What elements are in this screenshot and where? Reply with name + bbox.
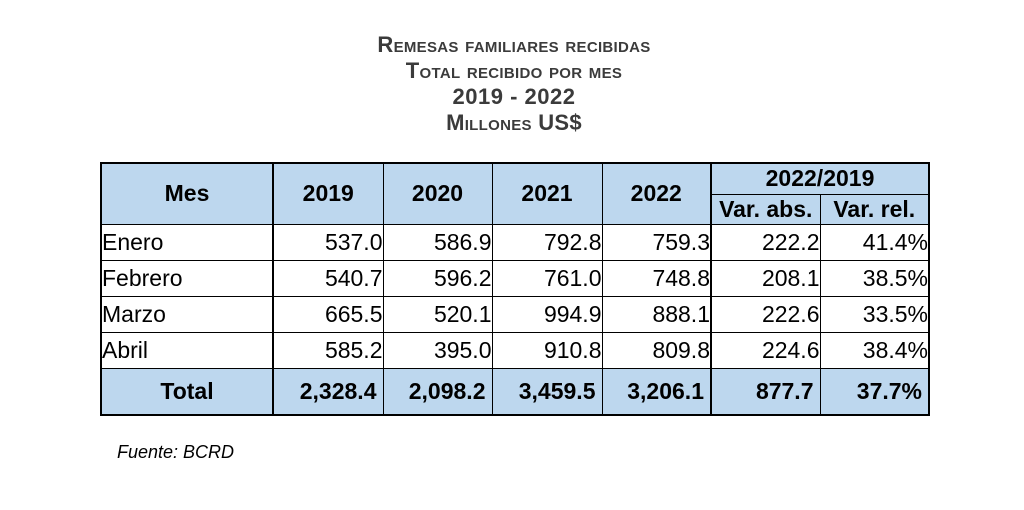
col-header-2020: 2020 — [382, 162, 493, 225]
value-cell: 540.7 — [272, 259, 384, 297]
remittances-table: Mes 2019 2020 2021 2022 2022/2019 Var. a… — [100, 162, 931, 416]
total-var-abs-cell: 877.7 — [710, 367, 821, 416]
month-cell: Marzo — [100, 295, 274, 333]
total-value-cell: 2,098.2 — [382, 367, 493, 416]
value-cell: 395.0 — [382, 331, 493, 369]
total-value-cell: 3,206.1 — [601, 367, 712, 416]
var-abs-cell: 224.6 — [710, 331, 821, 369]
var-abs-cell: 208.1 — [710, 259, 821, 297]
title-line-units: Millones US$ — [446, 110, 582, 135]
total-value-cell: 3,459.5 — [491, 367, 603, 416]
total-label-cell: Total — [100, 367, 274, 416]
total-var-rel-cell: 37.7% — [819, 367, 930, 416]
col-header-mes: Mes — [100, 162, 274, 225]
header-row-sub: Var. abs. Var. rel. — [101, 193, 930, 225]
month-cell: Febrero — [100, 259, 274, 297]
value-cell: 910.8 — [491, 331, 603, 369]
var-abs-cell: 222.6 — [710, 295, 821, 333]
table-row-marzo: Marzo 665.5 520.1 994.9 888.1 222.6 33.5… — [100, 295, 930, 333]
var-abs-cell: 222.2 — [710, 223, 821, 261]
value-cell: 665.5 — [272, 295, 384, 333]
value-cell: 585.2 — [272, 331, 384, 369]
table-row-total: Total 2,328.4 2,098.2 3,459.5 3,206.1 87… — [100, 367, 930, 416]
value-cell: 759.3 — [601, 223, 712, 261]
col-header-comparison-group: 2022/2019 — [710, 162, 930, 195]
col-header-var-abs: Var. abs. — [710, 193, 821, 225]
title-line-period: 2019 - 2022 — [452, 84, 576, 109]
value-cell: 994.9 — [491, 295, 603, 333]
var-rel-cell: 33.5% — [819, 295, 930, 333]
value-cell: 792.8 — [491, 223, 603, 261]
report-title-block: Remesas familiares recibidas Total recib… — [100, 32, 928, 136]
value-cell: 586.9 — [382, 223, 493, 261]
header-row-main: Mes 2019 2020 2021 2022 2022/2019 — [100, 162, 930, 225]
value-cell: 596.2 — [382, 259, 493, 297]
col-header-2021: 2021 — [491, 162, 603, 225]
table-row-febrero: Febrero 540.7 596.2 761.0 748.8 208.1 38… — [100, 259, 930, 297]
month-cell: Enero — [100, 223, 274, 261]
total-value-cell: 2,328.4 — [272, 367, 384, 416]
value-cell: 761.0 — [491, 259, 603, 297]
month-cell: Abril — [100, 331, 274, 369]
var-rel-cell: 38.4% — [819, 331, 930, 369]
value-cell: 809.8 — [601, 331, 712, 369]
value-cell: 520.1 — [382, 295, 493, 333]
value-cell: 888.1 — [601, 295, 712, 333]
table-row-abril: Abril 585.2 395.0 910.8 809.8 224.6 38.4… — [100, 331, 930, 369]
col-header-2022: 2022 — [601, 162, 712, 225]
col-header-2019: 2019 — [272, 162, 384, 225]
col-header-var-rel: Var. rel. — [819, 193, 930, 225]
var-rel-cell: 38.5% — [819, 259, 930, 297]
value-cell: 537.0 — [272, 223, 384, 261]
var-rel-cell: 41.4% — [819, 223, 930, 261]
source-note: Fuente: BCRD — [117, 442, 235, 462]
value-cell: 748.8 — [601, 259, 712, 297]
title-line-2: Total recibido por mes — [405, 58, 623, 83]
title-line-1: Remesas familiares recibidas — [377, 32, 651, 57]
table-row-enero: Enero 537.0 586.9 792.8 759.3 222.2 41.4… — [100, 223, 930, 261]
